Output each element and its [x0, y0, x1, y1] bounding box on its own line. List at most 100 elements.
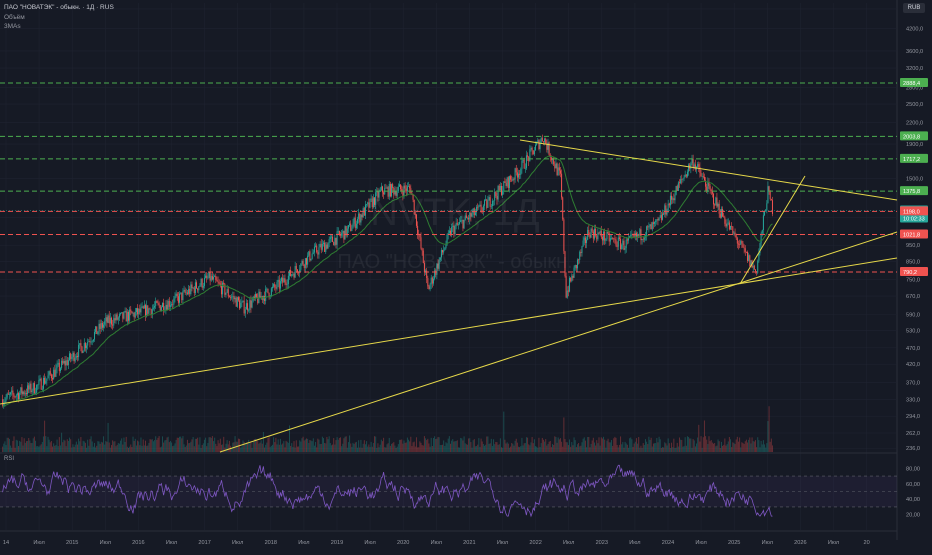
volume-bar	[485, 444, 487, 452]
volume-bar	[472, 440, 474, 452]
candle-body	[293, 273, 295, 278]
volume-bar	[93, 442, 95, 452]
ema-indicator-label[interactable]: 3MAs	[4, 23, 21, 30]
candle-body	[694, 164, 696, 170]
volume-bar	[143, 445, 145, 452]
volume-bar	[629, 438, 631, 452]
candle-body	[642, 238, 644, 240]
candle-body	[276, 282, 278, 289]
volume-bar	[448, 436, 450, 452]
volume-bar	[461, 438, 463, 452]
volume-bar	[717, 439, 719, 452]
volume-bar	[57, 446, 59, 452]
rsi-indicator-label[interactable]: RSI	[4, 456, 15, 462]
candle-body	[744, 248, 746, 252]
volume-bar	[326, 436, 328, 452]
candle-body	[629, 236, 631, 238]
candle-body	[770, 199, 772, 201]
volume-bar	[125, 436, 127, 452]
candle-body	[200, 279, 202, 286]
candle-body	[527, 155, 529, 157]
volume-bar	[222, 444, 224, 452]
volume-bar	[228, 440, 230, 452]
volume-bar	[56, 439, 58, 452]
volume-bar	[527, 437, 529, 452]
time-axis-tick: 2017	[198, 540, 210, 546]
trend-line[interactable]	[219, 231, 898, 453]
candle-body	[633, 235, 635, 237]
candle-body	[55, 368, 57, 377]
candle-body	[84, 343, 86, 349]
candle-body	[375, 192, 377, 205]
trend-line[interactable]	[739, 175, 806, 285]
volume-bar	[538, 437, 540, 452]
candle-body	[225, 292, 227, 295]
candle-body	[5, 397, 7, 401]
volume-bar	[208, 437, 210, 452]
volume-bar	[497, 444, 499, 452]
candle-body	[439, 257, 441, 260]
candle-body	[428, 286, 430, 290]
volume-bar	[541, 437, 543, 452]
volume-bar	[192, 437, 194, 452]
candle-body	[614, 238, 616, 240]
volume-indicator-label[interactable]: Объём	[4, 14, 25, 21]
volume-bar	[11, 447, 13, 452]
candle-body	[369, 198, 371, 208]
volume-bar	[155, 436, 157, 452]
price-label: 1198,0	[903, 209, 920, 215]
volume-bar	[642, 443, 644, 452]
candle-body	[48, 371, 50, 376]
volume-bar	[10, 445, 12, 452]
candle-body	[249, 300, 251, 310]
volume-bar	[267, 437, 269, 452]
candle-body	[67, 360, 69, 366]
candle-body	[10, 392, 12, 395]
volume-bar	[22, 445, 24, 452]
volume-bar	[699, 441, 701, 452]
candle-body	[726, 223, 728, 227]
volume-bar	[363, 440, 365, 452]
volume-bar	[380, 439, 382, 452]
candle-body	[45, 380, 47, 384]
volume-bar	[353, 443, 355, 452]
volume-bar	[686, 436, 688, 452]
candle-body	[569, 277, 571, 292]
volume-bar	[770, 438, 772, 452]
candle-body	[215, 276, 217, 280]
volume-bar	[576, 444, 578, 452]
candle-body	[32, 383, 34, 391]
volume-bar	[610, 440, 612, 452]
candle-body	[516, 172, 518, 178]
symbol-title[interactable]: ПАО "НОВАТЭК" - обыкн. · 1Д · RUS	[4, 4, 114, 11]
candle-body	[446, 234, 448, 245]
candle-body	[391, 184, 393, 197]
candle-body	[747, 251, 749, 261]
candle-body	[505, 182, 507, 186]
candle-body	[251, 300, 253, 308]
trend-line[interactable]	[0, 257, 898, 405]
price-axis-tick: 530,0	[906, 328, 920, 334]
trend-line[interactable]	[519, 139, 898, 201]
volume-bar	[53, 443, 55, 452]
volume-bar	[201, 444, 203, 452]
volume-bar	[667, 438, 669, 452]
volume-bar	[515, 438, 517, 452]
candle-body	[211, 276, 213, 280]
volume-bar	[29, 440, 31, 452]
candle-body	[174, 296, 176, 299]
volume-bar	[714, 442, 716, 452]
volume-bar	[160, 446, 162, 452]
volume-bar	[366, 441, 368, 452]
candle-body	[711, 191, 713, 194]
volume-bar	[510, 446, 512, 452]
volume-bar	[754, 440, 756, 452]
candle-body	[615, 239, 617, 246]
currency-button[interactable]: RUB	[903, 3, 925, 13]
price-axis-tick: 2500,0	[906, 102, 923, 108]
candle-body	[46, 378, 48, 381]
candle-body	[148, 308, 150, 314]
volume-bar	[718, 441, 720, 452]
candle-body	[565, 276, 567, 298]
